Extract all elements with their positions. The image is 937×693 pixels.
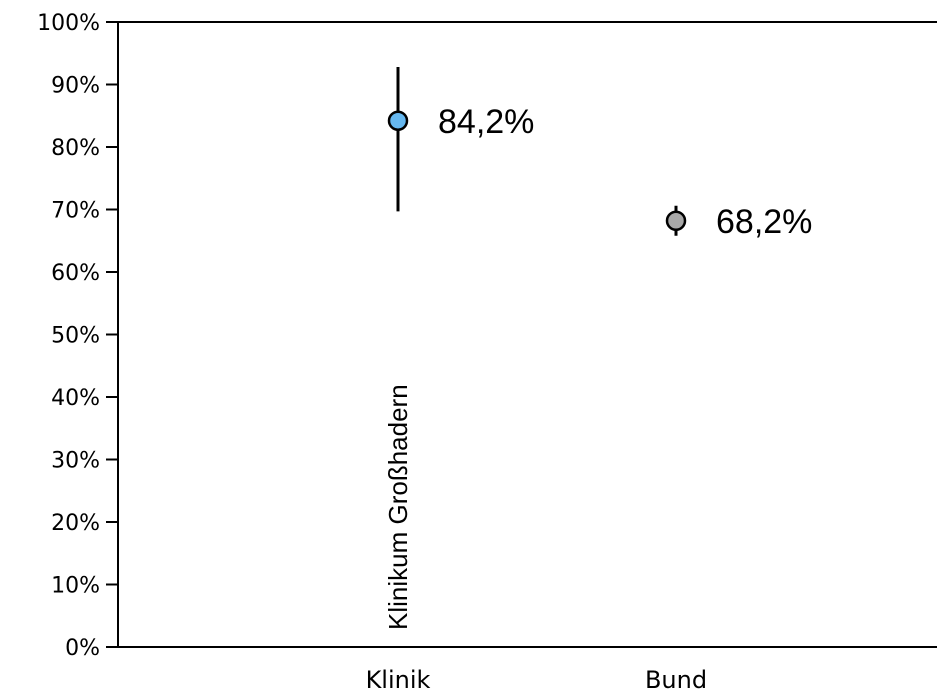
chart-annotation: Klinikum Großhadern [383,384,413,630]
y-tick-label: 20% [51,511,100,536]
y-tick-label: 50% [51,324,100,349]
y-tick-label: 70% [51,199,100,224]
y-tick-label: 0% [65,636,100,661]
annotation-text: Klinikum Großhadern [383,384,413,630]
x-tick-label: Klinik [366,666,431,693]
y-axis: 0% 10% 20% 30% 40% 50% 60% 70% 80% 90% 100% [37,11,118,661]
y-tick-label: 90% [51,74,100,99]
x-axis: Klinik Bund [366,666,707,693]
data-point [387,110,409,131]
data-points: 84,2% 68,2% [387,67,812,241]
y-tick-label: 100% [37,11,100,36]
x-tick-label: Bund [645,666,707,693]
y-tick-label: 40% [51,386,100,411]
data-label: 68,2% [716,203,812,241]
y-tick-label: 10% [51,574,100,599]
y-tick-label: 60% [51,261,100,286]
data-label: 84,2% [438,103,534,141]
y-tick-label: 80% [51,136,100,161]
y-tick-label: 30% [51,449,100,474]
data-point [665,210,687,231]
